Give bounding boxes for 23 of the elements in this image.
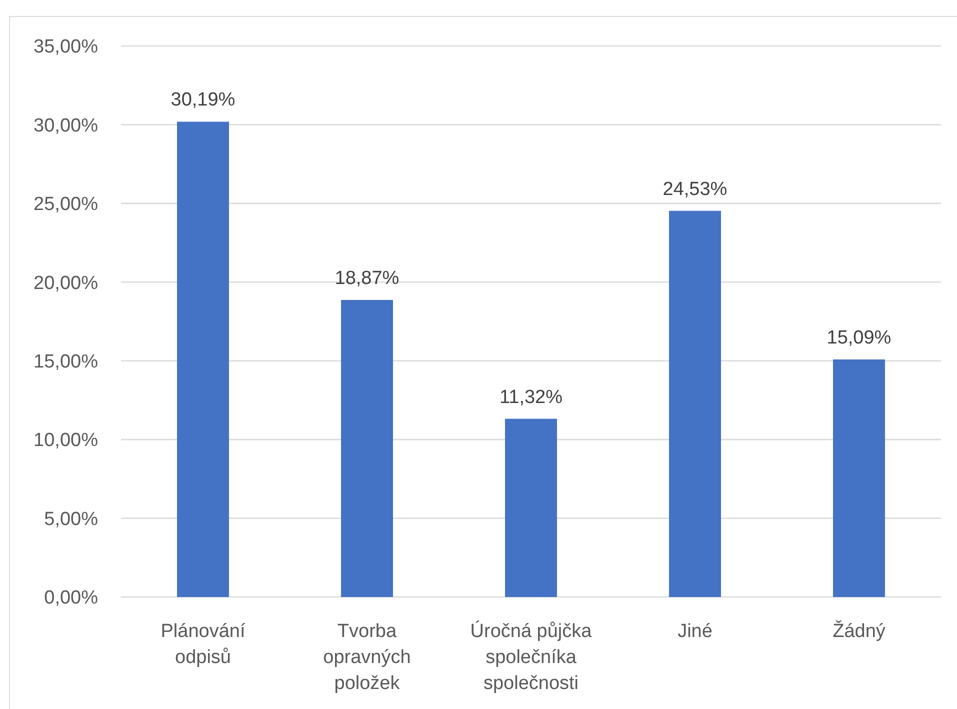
bar [177, 122, 229, 597]
x-tick-label: Žádný [832, 620, 886, 642]
x-tick-label: Plánování odpisů [160, 621, 246, 668]
data-label: 24,53% [662, 178, 728, 200]
x-tick-label: Jiné [678, 621, 712, 642]
y-tick-label: 5,00% [44, 508, 98, 530]
y-tick-label: 20,00% [34, 272, 98, 294]
bar [341, 300, 393, 597]
bar [669, 210, 721, 597]
data-label: 18,87% [334, 268, 400, 289]
bar [505, 418, 557, 597]
y-tick-label: 10,00% [34, 430, 98, 452]
bar [833, 359, 885, 597]
y-tick-label: 25,00% [34, 194, 98, 216]
data-label: 30,19% [170, 90, 236, 111]
data-label: 11,32% [499, 386, 563, 408]
y-tick-label: 35,00% [34, 36, 98, 58]
y-tick-label: 0,00% [44, 588, 98, 609]
y-tick-label: 30,00% [34, 115, 98, 136]
x-tick-label: Tvorba opravných položek [323, 621, 411, 694]
data-label: 15,09% [826, 327, 892, 348]
y-tick-label: 15,00% [34, 352, 98, 373]
x-tick-label: Úročná půjčka společníka společnosti [470, 620, 592, 694]
